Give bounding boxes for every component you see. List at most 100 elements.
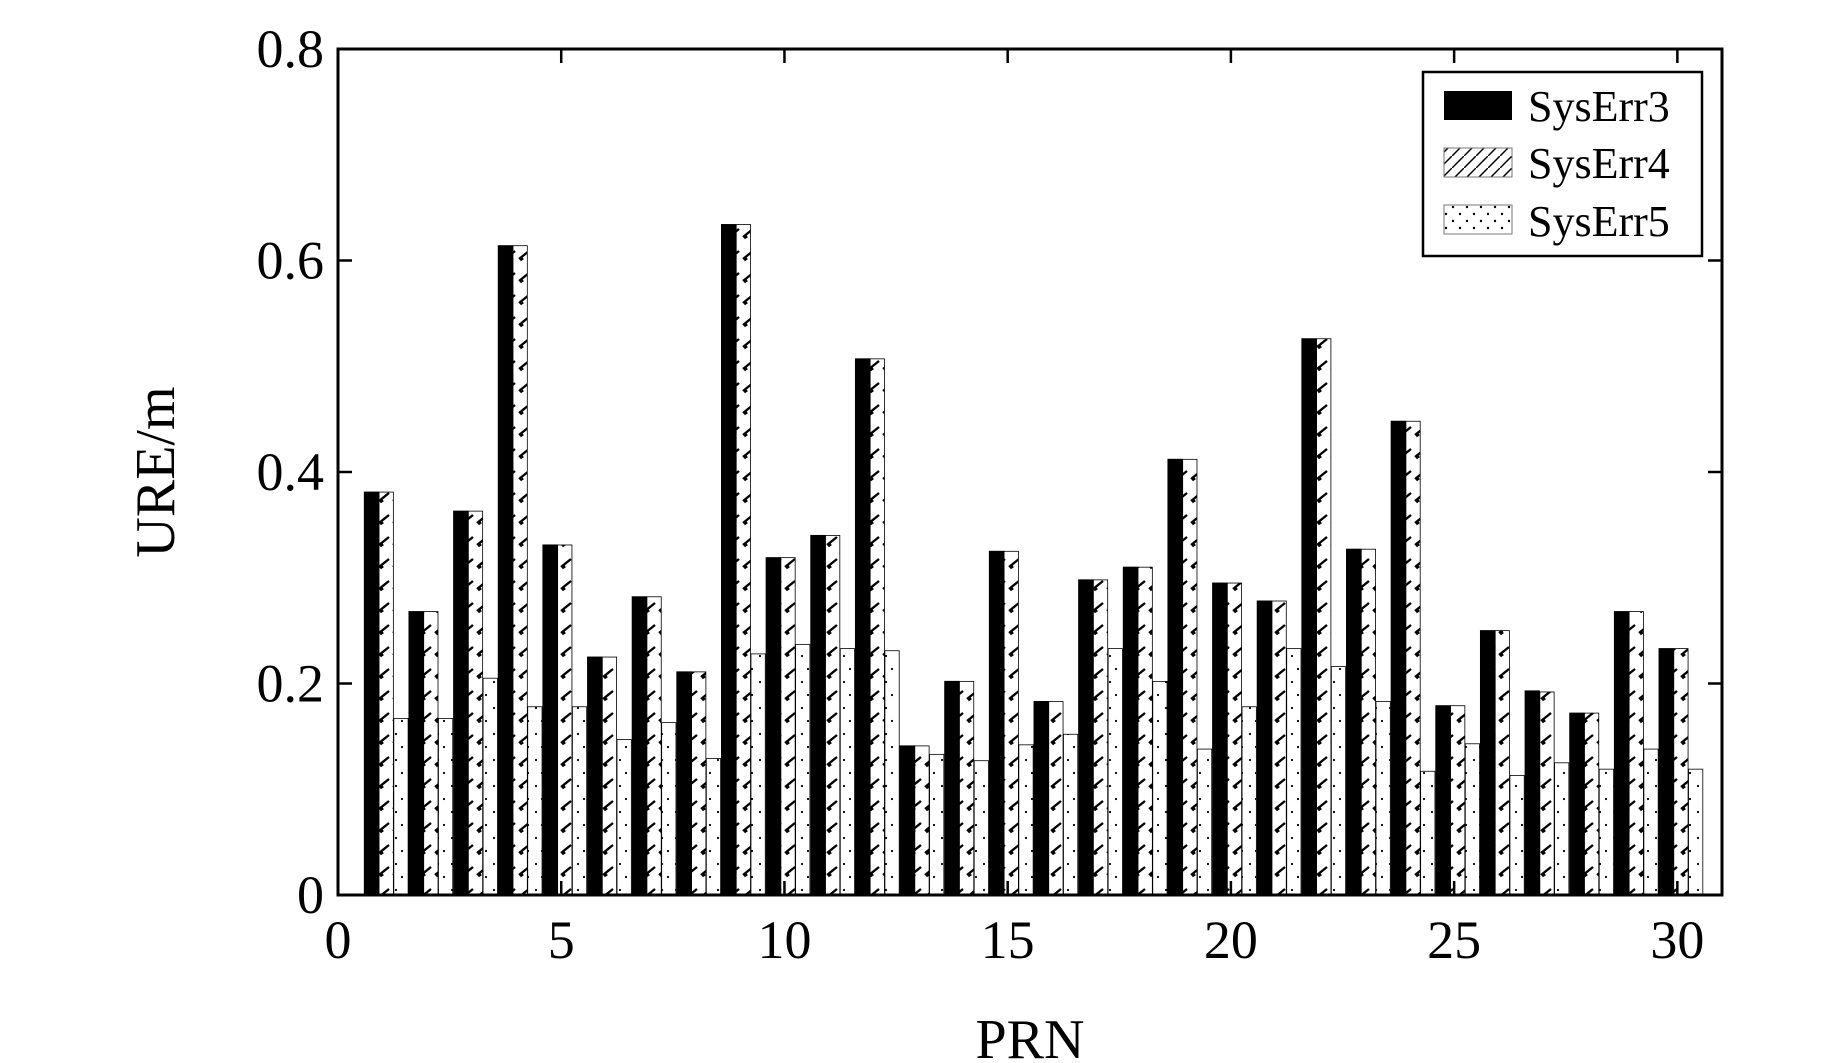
x-tick-label-20: 20 <box>1204 910 1258 970</box>
legend: SysErr3 SysErr4 SysErr5 <box>1421 70 1704 258</box>
bar-syserr4-prn-19 <box>1182 458 1198 896</box>
bar-syserr3-prn-26 <box>1479 630 1496 896</box>
bar-syserr4-prn-9 <box>735 224 751 896</box>
bar-syserr5-prn-30 <box>1688 768 1704 896</box>
bar-syserr5-prn-10 <box>795 643 811 896</box>
bar-syserr3-prn-2 <box>408 611 424 896</box>
bar-syserr3-prn-22 <box>1301 338 1317 896</box>
bar-syserr3-prn-15 <box>988 550 1005 896</box>
bar-syserr3-prn-24 <box>1390 420 1406 896</box>
y-axis-title: URE/m <box>125 386 187 557</box>
bar-syserr3-prn-25 <box>1435 705 1451 896</box>
bar-syserr3-prn-20 <box>1212 582 1228 896</box>
bar-syserr3-prn-3 <box>453 510 469 896</box>
bar-syserr5-prn-26 <box>1509 775 1525 896</box>
bar-syserr3-prn-30 <box>1658 648 1674 896</box>
bar-syserr4-prn-22 <box>1316 338 1332 896</box>
legend-swatch-syserr5 <box>1443 204 1513 235</box>
bar-syserr3-prn-18 <box>1122 566 1139 896</box>
bar-syserr5-prn-16 <box>1063 733 1079 896</box>
bar-syserr5-prn-12 <box>884 650 900 896</box>
bar-syserr4-prn-27 <box>1539 691 1555 896</box>
bar-syserr3-prn-12 <box>854 358 871 896</box>
bar-syserr3-prn-11 <box>810 534 826 896</box>
bar-syserr4-prn-6 <box>601 656 617 896</box>
bar-syserr3-prn-29 <box>1613 611 1630 896</box>
bar-syserr3-prn-6 <box>587 656 603 896</box>
bar-syserr5-prn-24 <box>1420 770 1436 896</box>
bar-syserr4-prn-16 <box>1048 701 1064 896</box>
legend-label-syserr4: SysErr4 <box>1528 139 1670 188</box>
y-tick-label-0: 0 <box>297 865 324 925</box>
tick-labels: 0 5 10 15 20 25 30 0 0.2 0.4 0.6 0.8 <box>257 19 1705 970</box>
bar-syserr5-prn-9 <box>750 653 766 896</box>
bar-syserr4-prn-5 <box>557 544 573 896</box>
bar-syserr3-prn-10 <box>765 557 781 896</box>
bar-syserr4-prn-8 <box>691 671 707 896</box>
bar-syserr3-prn-9 <box>721 224 737 896</box>
bar-syserr5-prn-20 <box>1241 706 1257 896</box>
bar-syserr4-prn-30 <box>1673 648 1689 896</box>
bar-syserr4-prn-4 <box>512 245 528 896</box>
bar-syserr5-prn-21 <box>1286 648 1302 896</box>
bar-syserr4-prn-7 <box>646 596 662 896</box>
bar-syserr4-prn-2 <box>423 611 439 896</box>
axis-ticks <box>336 47 1722 897</box>
bar-syserr4-prn-12 <box>869 358 885 896</box>
bar-syserr3-prn-28 <box>1569 712 1585 896</box>
bar-syserr5-prn-23 <box>1375 701 1391 896</box>
bar-syserr5-prn-15 <box>1018 744 1034 896</box>
x-tick-label-10: 10 <box>757 910 811 970</box>
legend-swatch-syserr4 <box>1443 147 1513 178</box>
bar-syserr5-prn-5 <box>571 706 588 896</box>
bar-syserr5-prn-8 <box>705 758 722 896</box>
bar-syserr4-prn-3 <box>467 510 484 896</box>
bar-syserr5-prn-13 <box>929 753 945 896</box>
bar-syserr3-prn-16 <box>1033 700 1049 896</box>
y-tick-label-0.6: 0.6 <box>257 231 325 291</box>
bar-syserr4-prn-23 <box>1360 548 1376 896</box>
x-tick-label-30: 30 <box>1650 910 1704 970</box>
bar-syserr3-prn-14 <box>944 680 960 896</box>
bar-syserr4-prn-11 <box>825 535 841 896</box>
bar-syserr4-prn-15 <box>1003 550 1019 896</box>
bar-syserr3-prn-7 <box>631 596 648 896</box>
x-axis-title: PRN <box>976 1009 1085 1063</box>
bar-syserr4-prn-24 <box>1405 420 1421 896</box>
legend-label-syserr5: SysErr5 <box>1528 197 1670 246</box>
y-tick-label-0.4: 0.4 <box>257 442 325 502</box>
bar-syserr5-prn-17 <box>1107 648 1123 896</box>
bar-syserr5-prn-28 <box>1598 768 1614 896</box>
bar-syserr5-prn-11 <box>839 648 855 896</box>
bars-layer <box>363 224 1704 896</box>
bar-syserr4-prn-1 <box>378 491 394 896</box>
bar-syserr5-prn-7 <box>661 722 677 896</box>
bar-syserr3-prn-27 <box>1524 690 1540 896</box>
bar-syserr3-prn-17 <box>1078 579 1094 896</box>
bar-syserr3-prn-5 <box>542 544 558 896</box>
bar-syserr4-prn-21 <box>1271 600 1287 896</box>
bar-syserr3-prn-13 <box>899 745 915 896</box>
bar-syserr4-prn-14 <box>959 680 975 896</box>
bar-syserr3-prn-23 <box>1346 548 1362 896</box>
bar-syserr4-prn-18 <box>1137 566 1153 896</box>
bar-syserr5-prn-29 <box>1643 748 1659 896</box>
bar-syserr4-prn-25 <box>1450 705 1466 896</box>
bar-syserr3-prn-21 <box>1256 600 1273 896</box>
bar-syserr5-prn-19 <box>1197 748 1213 896</box>
bar-syserr4-prn-20 <box>1226 582 1243 896</box>
bar-syserr5-prn-1 <box>393 718 409 896</box>
bar-syserr5-prn-18 <box>1152 680 1168 896</box>
bar-syserr4-prn-17 <box>1093 579 1109 896</box>
bar-syserr5-prn-22 <box>1330 666 1347 896</box>
bar-syserr4-prn-10 <box>780 557 796 896</box>
bar-syserr5-prn-14 <box>973 760 989 896</box>
x-tick-label-0: 0 <box>325 910 352 970</box>
bar-syserr3-prn-1 <box>363 491 380 896</box>
bar-syserr3-prn-8 <box>676 671 692 896</box>
bar-syserr5-prn-6 <box>616 739 632 896</box>
bar-syserr4-prn-29 <box>1628 611 1644 896</box>
legend-swatch-syserr3 <box>1444 91 1512 120</box>
bar-syserr4-prn-28 <box>1584 712 1600 896</box>
